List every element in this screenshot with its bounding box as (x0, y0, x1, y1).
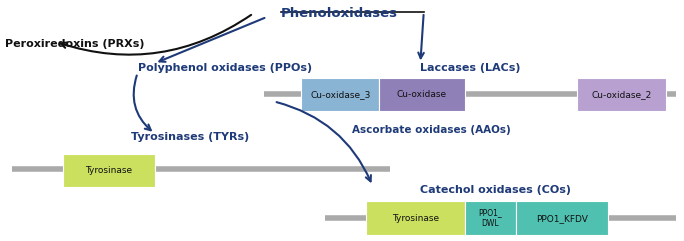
Text: PPO1_KFDV: PPO1_KFDV (536, 214, 588, 223)
Text: Cu-oxidase: Cu-oxidase (397, 90, 447, 99)
Text: Ascorbate oxidases (AAOs): Ascorbate oxidases (AAOs) (352, 125, 511, 135)
Text: PPO1_
DWL: PPO1_ DWL (478, 208, 502, 228)
FancyBboxPatch shape (63, 154, 155, 187)
Text: Phenoloxidases: Phenoloxidases (280, 7, 397, 20)
FancyBboxPatch shape (464, 201, 516, 235)
Text: Polyphenol oxidases (PPOs): Polyphenol oxidases (PPOs) (137, 63, 312, 73)
FancyBboxPatch shape (366, 201, 464, 235)
FancyBboxPatch shape (301, 78, 380, 111)
Text: Tyrosinase: Tyrosinase (85, 166, 132, 175)
FancyBboxPatch shape (380, 78, 464, 111)
Text: Cu-oxidase_2: Cu-oxidase_2 (591, 90, 651, 99)
Text: Peroxiredoxins (PRXs): Peroxiredoxins (PRXs) (5, 39, 144, 49)
Text: Cu-oxidase_3: Cu-oxidase_3 (310, 90, 371, 99)
Text: Catechol oxidases (COs): Catechol oxidases (COs) (421, 185, 571, 194)
Text: Laccases (LACs): Laccases (LACs) (421, 63, 521, 73)
Text: Tyrosinases (TYRs): Tyrosinases (TYRs) (131, 132, 249, 142)
Text: Tyrosinase: Tyrosinase (392, 214, 439, 223)
FancyBboxPatch shape (577, 78, 666, 111)
FancyBboxPatch shape (516, 201, 607, 235)
